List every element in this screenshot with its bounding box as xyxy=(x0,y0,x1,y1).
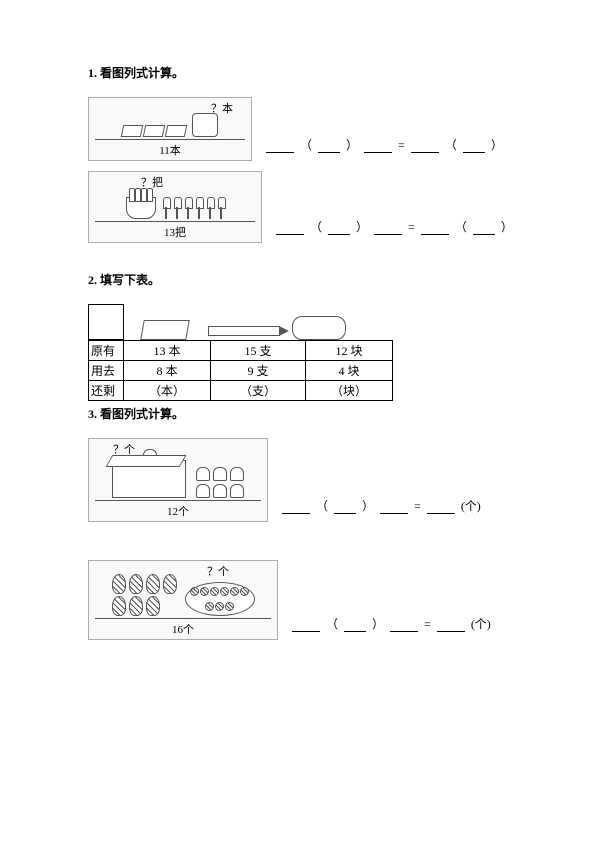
blank[interactable] xyxy=(292,617,320,632)
q3-equation-2: （ ） = (个) xyxy=(292,615,491,632)
blank[interactable] xyxy=(437,617,465,632)
unit-label: (个) xyxy=(471,615,491,632)
q1-figure-1: ？本 11本 xyxy=(88,97,252,161)
blank[interactable] xyxy=(328,220,350,235)
q1-fig1-total: 11本 xyxy=(159,142,181,158)
q1-heading: 1. 看图列式计算。 xyxy=(88,64,515,81)
q2-heading: 2. 填写下表。 xyxy=(88,271,515,288)
q1-figure-2-row: ？把 13把 （ xyxy=(88,171,515,243)
q2-icon-row xyxy=(88,304,515,340)
blank[interactable] xyxy=(318,138,340,153)
q3-fig2-query: ？个 xyxy=(207,563,229,579)
bag-icon xyxy=(192,113,218,137)
q2-table: 原有 13 本 15 支 12 块 用去 8 本 9 支 4 块 还剩 （本） … xyxy=(88,340,393,401)
blank[interactable] xyxy=(282,499,310,514)
books-icon xyxy=(122,125,186,137)
blank[interactable] xyxy=(344,617,366,632)
basket-icon xyxy=(126,197,156,219)
q3-figure-1: ？个 12个 xyxy=(88,438,268,522)
row-label: 原有 xyxy=(89,341,124,361)
unit-label: (个) xyxy=(461,497,481,514)
blank[interactable] xyxy=(390,617,418,632)
cupcakes-icon xyxy=(196,467,244,498)
q3-figure-2-row: ？个 16个 xyxy=(88,560,515,640)
question-2: 2. 填写下表。 原有 13 本 15 支 12 块 用去 8 本 9 支 4 … xyxy=(88,271,515,401)
row-label: 用去 xyxy=(89,361,124,381)
table-row: 还剩 （本） （支） （块） xyxy=(89,381,393,401)
q3-equation-1: （ ） = (个) xyxy=(282,497,481,514)
table-row: 原有 13 本 15 支 12 块 xyxy=(89,341,393,361)
blank[interactable] xyxy=(276,220,304,235)
square-icon xyxy=(88,304,124,340)
row-label: 还剩 xyxy=(89,381,124,401)
book-icon xyxy=(140,320,190,340)
worksheet-page: 1. 看图列式计算。 ？本 11本 （ xyxy=(0,0,595,708)
blank[interactable] xyxy=(473,220,495,235)
blank[interactable] xyxy=(266,138,294,153)
blank[interactable] xyxy=(374,220,402,235)
blank[interactable] xyxy=(427,499,455,514)
q1-equation-1: （ ） = （ ） xyxy=(266,136,503,153)
blank[interactable] xyxy=(364,138,392,153)
blank[interactable] xyxy=(463,138,485,153)
q3-fig1-total: 12个 xyxy=(167,503,189,519)
q1-figure-1-row: ？本 11本 （ ） = xyxy=(88,97,515,161)
plate-icon xyxy=(185,582,255,616)
blank[interactable] xyxy=(421,220,449,235)
blank[interactable] xyxy=(380,499,408,514)
pinecones-icon xyxy=(112,574,177,616)
q3-heading: 3. 看图列式计算。 xyxy=(88,405,515,422)
q3-fig2-total: 16个 xyxy=(172,621,194,637)
q3-figure-1-row: ？个 12个 （ xyxy=(88,438,515,522)
table-row: 用去 8 本 9 支 4 块 xyxy=(89,361,393,381)
q1-equation-2: （ ） = （ ） xyxy=(276,218,513,235)
question-1: 1. 看图列式计算。 ？本 11本 （ xyxy=(88,64,515,243)
shovels-icon xyxy=(162,197,225,219)
cake-box-icon xyxy=(112,460,186,498)
blank[interactable] xyxy=(334,499,356,514)
q1-fig2-total: 13把 xyxy=(164,224,186,240)
pencil-icon xyxy=(208,326,280,336)
q1-figure-2: ？把 13把 xyxy=(88,171,262,243)
q3-figure-2: ？个 16个 xyxy=(88,560,278,640)
blank[interactable] xyxy=(411,138,439,153)
eraser-icon xyxy=(292,316,346,340)
question-3: 3. 看图列式计算。 ？个 12个 xyxy=(88,405,515,640)
